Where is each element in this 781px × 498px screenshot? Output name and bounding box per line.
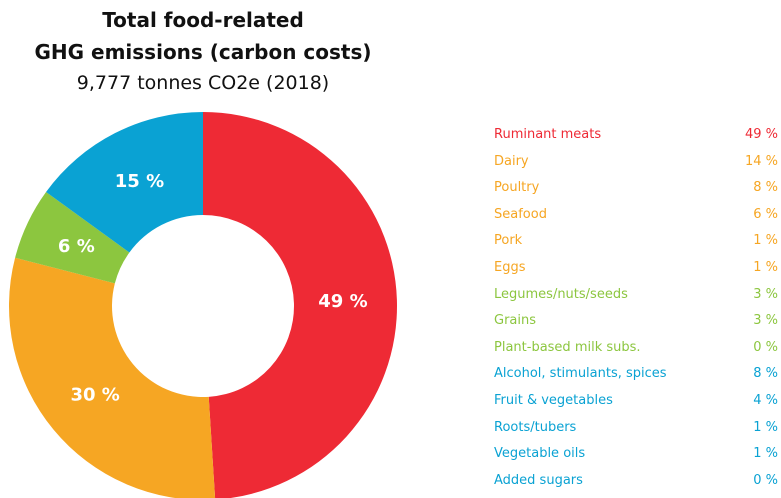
legend-item-12: Vegetable oils 1 % [494, 441, 778, 468]
legend-label-1: Dairy [494, 153, 529, 169]
legend-item-3: Seafood 6 % [494, 202, 778, 229]
legend-label-11: Roots/tubers [494, 419, 577, 435]
chart-legend: Ruminant meats 49 % Dairy 14 % Poultry 8 % Sea… [494, 122, 778, 494]
legend-value-9: 8 % [753, 366, 778, 382]
legend-item-4: Pork 1 % [494, 228, 778, 255]
donut-slice-3 [46, 112, 203, 253]
legend-label-9: Alcohol, stimulants, spices [494, 366, 667, 382]
legend-label-6: Legumes/nuts/seeds [494, 286, 628, 302]
legend-item-5: Eggs 1 % [494, 255, 778, 282]
legend-item-11: Roots/tubers 1 % [494, 415, 778, 442]
chart-title-line-2: GHG emissions (carbon costs) [34, 40, 372, 64]
legend-value-13: 0 % [753, 472, 778, 488]
legend-item-7: Grains 3 % [494, 308, 778, 335]
legend-value-4: 1 % [753, 233, 778, 249]
legend-label-0: Ruminant meats [494, 127, 602, 142]
legend-label-10: Fruit & vegetables [494, 392, 613, 408]
legend-value-2: 8 % [753, 180, 778, 196]
legend-item-9: Alcohol, stimulants, spices 8 % [494, 361, 778, 388]
legend-label-5: Eggs [494, 259, 526, 275]
legend-label-3: Seafood [494, 206, 547, 222]
legend-value-3: 6 % [753, 206, 778, 222]
donut-slice-label-0: 49 % [318, 291, 367, 312]
legend-value-12: 1 % [753, 446, 778, 462]
legend-value-1: 14 % [744, 153, 778, 169]
chart-title-line-1: Total food-related [102, 8, 304, 32]
donut-slice-0 [203, 112, 397, 498]
legend-item-8: Plant-based milk subs. 0 % [494, 335, 778, 362]
legend-item-10: Fruit & vegetables 4 % [494, 388, 778, 415]
legend-value-5: 1 % [753, 259, 778, 275]
donut-slice-label-2: 6 % [58, 236, 95, 257]
donut-slice-2 [15, 191, 130, 284]
legend-value-7: 3 % [753, 313, 778, 329]
legend-label-8: Plant-based milk subs. [494, 339, 641, 355]
legend-label-4: Pork [494, 233, 523, 249]
legend-item-1: Dairy 14 % [494, 149, 778, 176]
donut-slice-label-3: 15 % [115, 171, 164, 192]
legend-item-0: Ruminant meats 49 % [494, 122, 778, 149]
legend-label-13: Added sugars [494, 472, 583, 488]
legend-label-2: Poultry [494, 180, 540, 196]
legend-label-7: Grains [494, 313, 537, 329]
legend-value-8: 0 % [753, 339, 778, 355]
legend-value-10: 4 % [753, 392, 778, 408]
chart-subtitle: 9,777 tonnes CO2e (2018) [76, 72, 330, 94]
legend-value-0: 49 % [744, 127, 778, 142]
donut-chart: 49 % 30 % 6 % 15 % [9, 112, 397, 498]
legend-item-13: Added sugars 0 % [494, 468, 778, 495]
legend-item-2: Poultry 8 % [494, 175, 778, 202]
legend-item-6: Legumes/nuts/seeds 3 % [494, 282, 778, 309]
donut-slice-label-1: 30 % [70, 385, 119, 406]
donut-slice-1 [9, 257, 216, 498]
legend-value-6: 3 % [753, 286, 778, 302]
chart-title-block: Total food-related GHG emissions (carbon… [0, 4, 406, 98]
legend-label-12: Vegetable oils [494, 446, 586, 462]
legend-value-11: 1 % [753, 419, 778, 435]
